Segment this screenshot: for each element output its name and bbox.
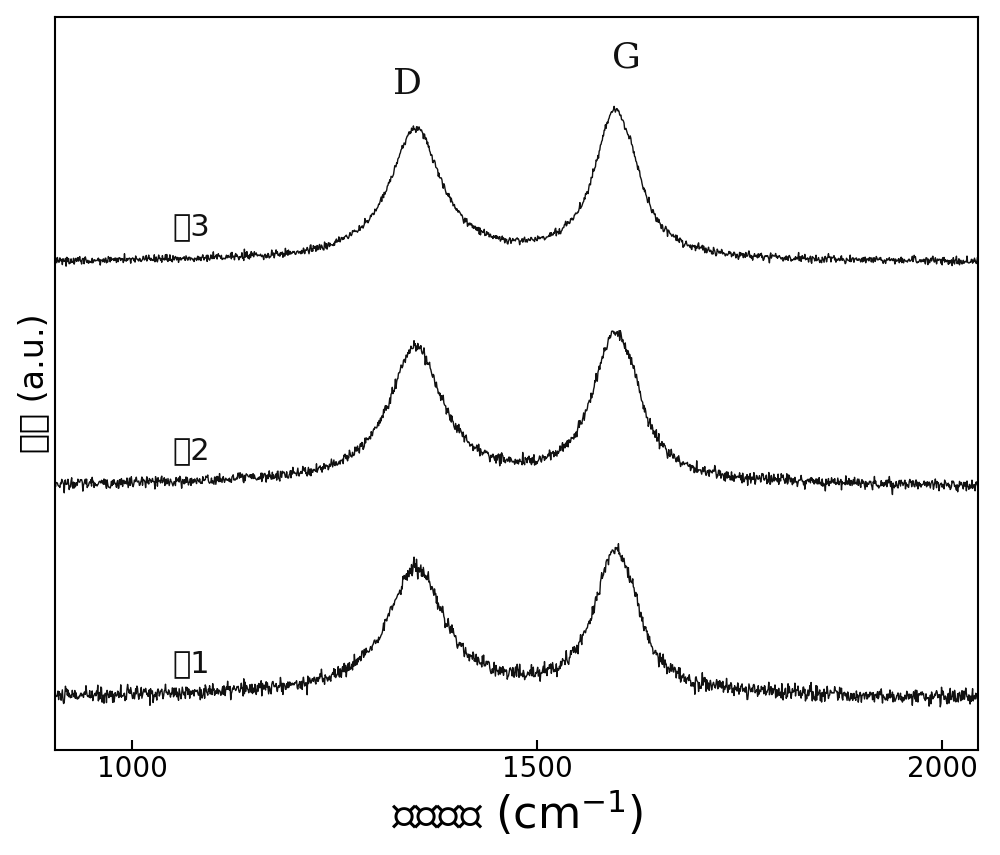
Text: G: G [612,41,641,75]
Text: D: D [393,67,422,101]
Text: 例1: 例1 [173,649,210,678]
Text: 例2: 例2 [173,436,210,465]
Text: 例3: 例3 [173,212,210,241]
Y-axis label: 强度 (a.u.): 强度 (a.u.) [17,314,50,453]
X-axis label: 拉曼位移 (cm$^{-1}$): 拉曼位移 (cm$^{-1}$) [391,788,643,839]
